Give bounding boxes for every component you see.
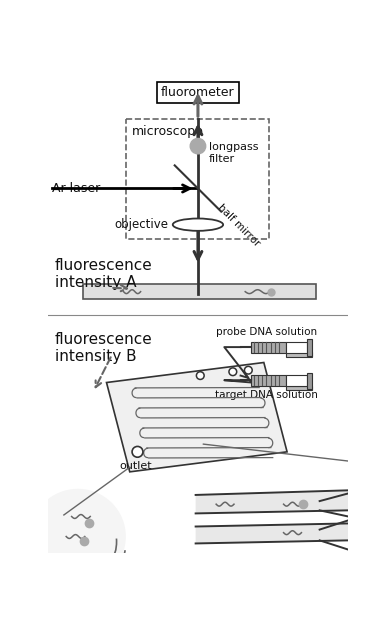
Text: fluorescence
intensity A: fluorescence intensity A: [55, 258, 152, 290]
Text: fluorescence
intensity B: fluorescence intensity B: [55, 332, 152, 364]
Bar: [252, 375, 286, 386]
Text: longpass
filter: longpass filter: [209, 142, 258, 164]
Text: fluorometer: fluorometer: [161, 86, 235, 99]
Circle shape: [229, 368, 237, 376]
Text: Ar laser: Ar laser: [52, 182, 101, 195]
Circle shape: [132, 446, 143, 457]
Bar: [252, 342, 286, 353]
Circle shape: [190, 138, 206, 154]
Bar: [286, 386, 312, 390]
Bar: [286, 375, 307, 386]
Text: target DNA solution: target DNA solution: [216, 390, 319, 400]
Polygon shape: [195, 524, 348, 543]
Text: half mirror: half mirror: [215, 202, 262, 248]
Ellipse shape: [173, 219, 223, 231]
Bar: [286, 342, 307, 353]
FancyBboxPatch shape: [126, 119, 269, 238]
Bar: [83, 284, 316, 299]
Circle shape: [245, 366, 252, 374]
Text: microscope: microscope: [132, 125, 204, 138]
Circle shape: [30, 489, 126, 584]
Text: objective: objective: [115, 218, 168, 231]
Bar: [286, 353, 312, 357]
Bar: [307, 373, 312, 389]
Bar: [307, 340, 312, 356]
Text: probe DNA solution: probe DNA solution: [216, 327, 317, 337]
Circle shape: [196, 372, 204, 379]
Polygon shape: [106, 363, 287, 472]
Polygon shape: [195, 491, 348, 514]
Text: outlet: outlet: [120, 461, 152, 471]
